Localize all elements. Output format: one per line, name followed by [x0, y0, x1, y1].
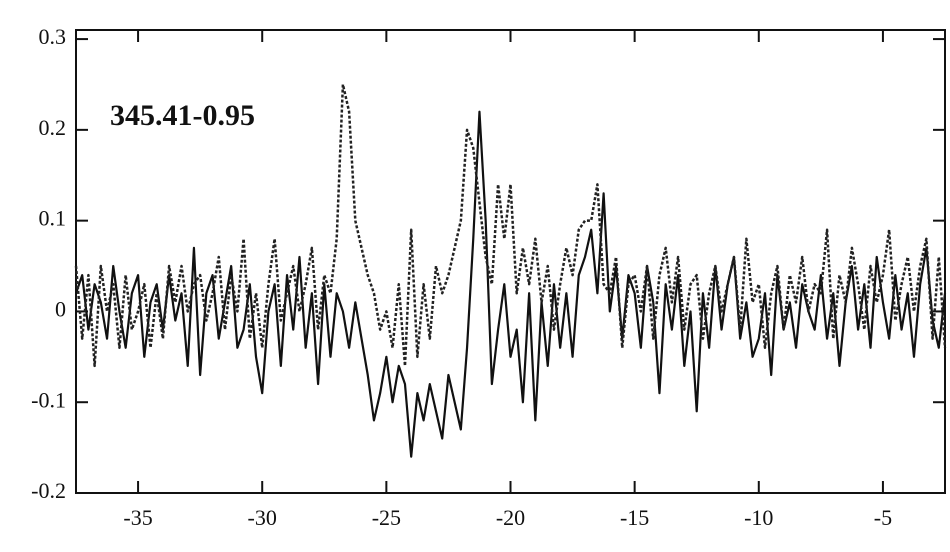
y-tick-label: 0.1: [39, 206, 67, 231]
y-tick-label: 0.3: [39, 24, 67, 49]
annotation: 345.41-0.95: [110, 99, 255, 132]
x-tick-label: -25: [372, 505, 401, 530]
x-tick-label: -20: [496, 505, 525, 530]
y-tick-label: -0.1: [31, 387, 66, 412]
x-tick-label: -10: [744, 505, 773, 530]
spectrum-line: [74, 83, 947, 368]
x-tick-label: -15: [620, 505, 649, 530]
y-tick-label: -0.2: [31, 478, 66, 503]
x-tick-label: -35: [123, 505, 152, 530]
x-tick-label: -5: [874, 505, 892, 530]
spectrum-line: [74, 110, 947, 458]
x-tick-label: -30: [248, 505, 277, 530]
y-tick-label: 0: [55, 296, 66, 321]
y-tick-label: 0.2: [39, 115, 67, 140]
